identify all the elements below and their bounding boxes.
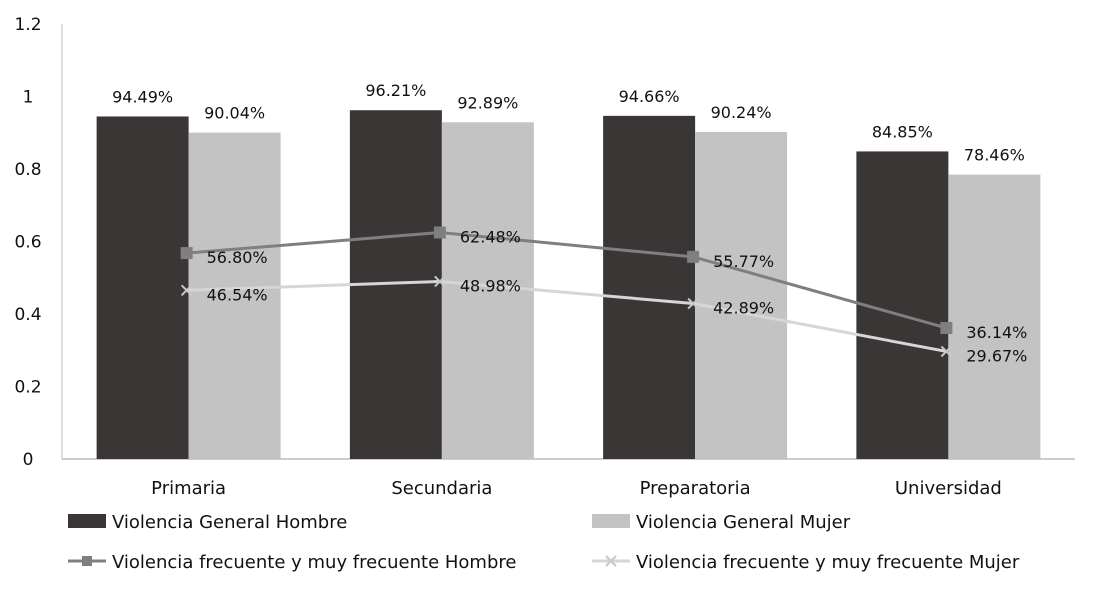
y-tick-label: 0.6 [14, 233, 41, 253]
line-data-label: 55.77% [713, 252, 774, 271]
line-marker [433, 226, 446, 239]
line-marker [687, 297, 699, 310]
x-category-label: Primaria [151, 478, 226, 499]
line-data-label: 56.80% [207, 248, 268, 267]
legend-label: Violencia frecuente y muy frecuente Muje… [636, 552, 1020, 573]
bar [188, 132, 281, 460]
y-tick-label: 0.8 [14, 160, 41, 180]
line-data-label: 29.67% [966, 346, 1027, 365]
legend-label: Violencia frecuente y muy frecuente Homb… [112, 552, 516, 573]
bar [948, 174, 1041, 459]
series-line [186, 231, 947, 330]
data-labels: 94.49% 96.21% 94.66% 84.85% 90.04% 92.89% 90.2… [112, 81, 1027, 365]
line-data-label: 46.54% [207, 285, 268, 304]
bar [441, 122, 534, 460]
bar-data-label: 94.66% [619, 87, 680, 106]
line-data-label: 42.89% [713, 299, 774, 318]
line-data-label: 36.14% [966, 323, 1027, 342]
axes: 0 0.2 0.4 0.6 0.8 1 1.2 Primaria Secundaria Prepa… [14, 15, 1075, 499]
x-category-label: Secundaria [391, 478, 492, 499]
legend-label: Violencia General Mujer [636, 512, 851, 533]
bar-data-label: 92.89% [457, 93, 518, 112]
line-marker [434, 275, 446, 288]
y-tick-label: 0.2 [14, 378, 41, 398]
bar-data-label: 84.85% [872, 122, 933, 141]
bar [603, 115, 696, 460]
bar [96, 116, 189, 459]
y-tick-label: 1.2 [14, 15, 41, 35]
legend-item: Violencia frecuente y muy frecuente Homb… [68, 552, 516, 573]
legend-swatch [592, 514, 630, 528]
x-category-label: Preparatoria [640, 478, 751, 499]
x-category-label: Universidad [895, 478, 1002, 499]
lines [180, 226, 953, 358]
legend-label: Violencia General Hombre [112, 512, 347, 533]
y-tick-label: 0 [23, 450, 34, 470]
line-marker [940, 345, 953, 358]
y-tick-label: 1 [23, 88, 34, 108]
y-tick-label: 0.4 [14, 305, 41, 325]
line-marker [180, 284, 193, 296]
legend-item: Violencia General Hombre [68, 512, 347, 533]
bar-data-label: 78.46% [964, 146, 1025, 165]
line-marker [180, 247, 193, 260]
line-data-label: 62.48% [460, 228, 521, 247]
bars [96, 110, 1041, 460]
bar [695, 131, 788, 459]
series-line [186, 279, 947, 353]
line-data-label: 48.98% [460, 276, 521, 295]
bar-data-label: 90.04% [204, 104, 265, 123]
legend-item: Violencia frecuente y muy frecuente Muje… [592, 552, 1020, 573]
bar-data-label: 90.24% [711, 103, 772, 122]
legend-item: Violencia General Mujer [592, 512, 851, 533]
legend: Violencia General Hombre Violencia Genera… [68, 512, 1020, 573]
bar-data-label: 96.21% [365, 81, 426, 100]
line-marker [687, 250, 700, 263]
bar [856, 151, 949, 459]
bar-data-label: 94.49% [112, 87, 173, 106]
legend-swatch [68, 514, 106, 528]
line-marker [940, 321, 953, 334]
